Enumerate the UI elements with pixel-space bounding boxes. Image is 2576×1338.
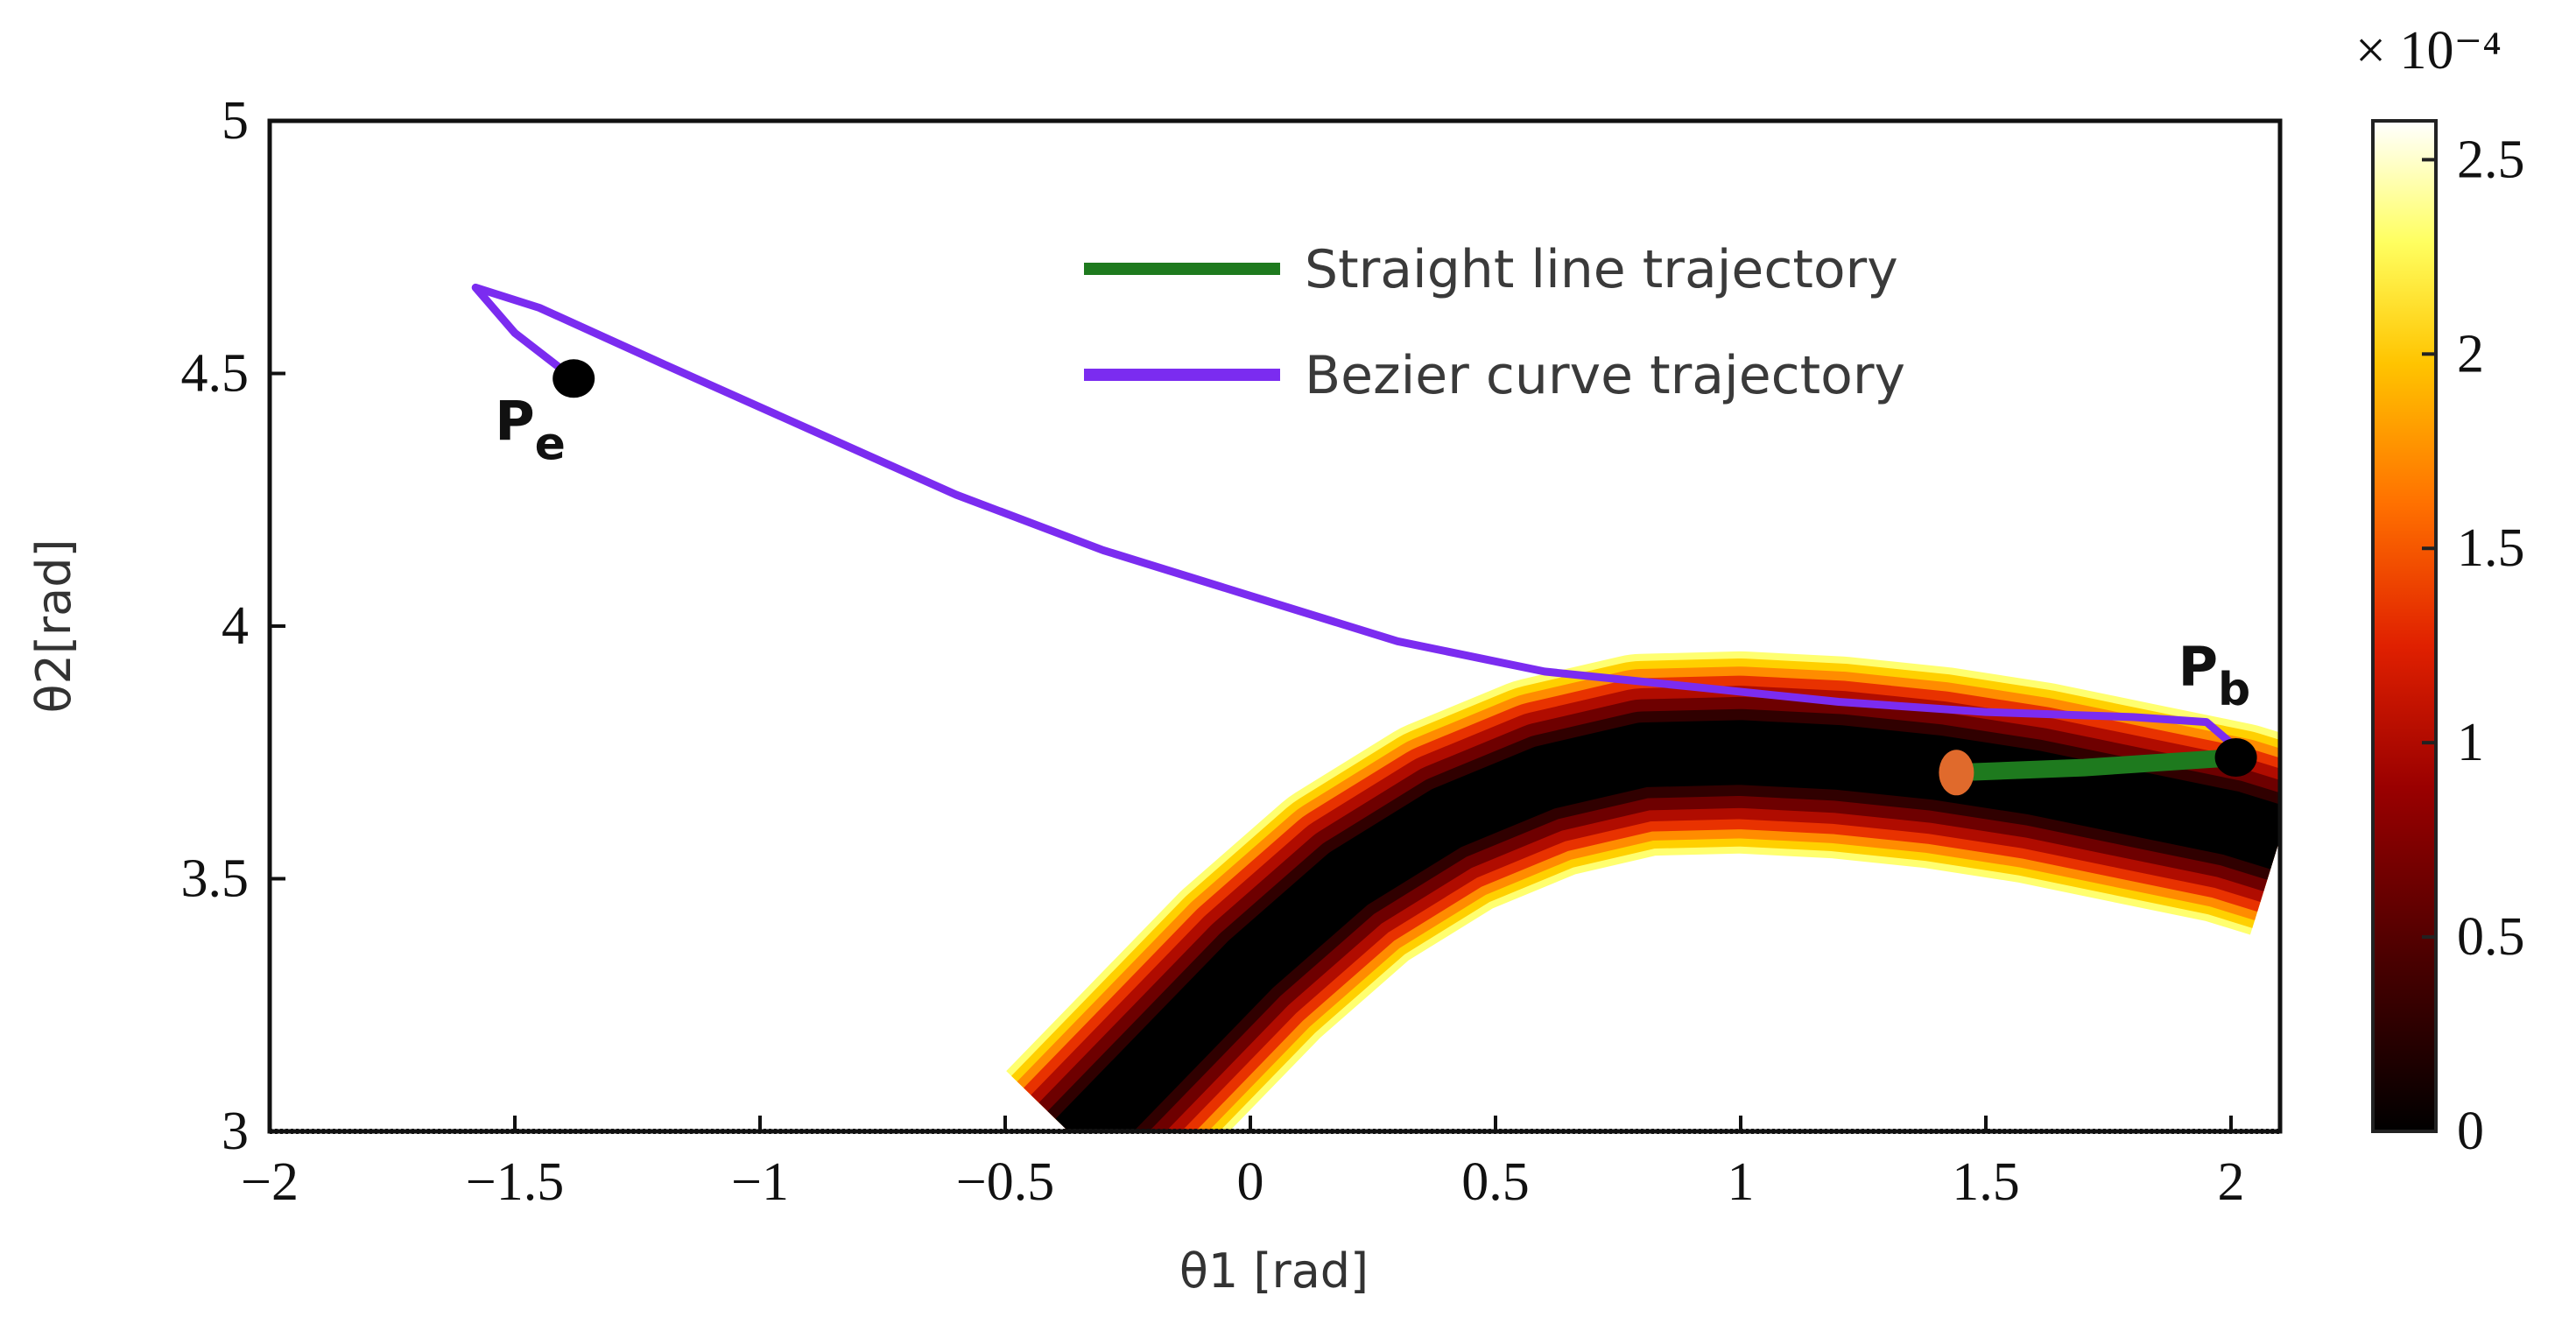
x-tick-label: 1.5 bbox=[1952, 1152, 2020, 1212]
legend: Straight line trajectory Bezier curve tr… bbox=[1084, 239, 1905, 406]
x-tick-label: −0.5 bbox=[956, 1152, 1054, 1212]
y-tick-label: 4.5 bbox=[181, 344, 250, 404]
y-tick-label: 4 bbox=[222, 596, 249, 656]
point-label-0: Pe bbox=[495, 389, 566, 470]
x-tick-label: −1 bbox=[731, 1152, 789, 1212]
y-axis-label: θ2[rad] bbox=[26, 539, 81, 713]
series-straight-line bbox=[1947, 749, 2245, 782]
colorbar-tick-label: 2 bbox=[2457, 324, 2484, 384]
colorbar-tick-label: 1.5 bbox=[2457, 518, 2525, 578]
x-tick-label: 2 bbox=[2218, 1152, 2245, 1212]
colorbar: 0 0.5 1 1.5 2 2.5 × 10⁻⁴ bbox=[2355, 21, 2525, 1161]
y-tick-label: 3 bbox=[222, 1102, 249, 1161]
y-tick-label: 5 bbox=[222, 91, 249, 151]
colorbar-tick-label: 0.5 bbox=[2457, 907, 2525, 967]
x-axis-label: θ1 [rad] bbox=[1179, 1243, 1369, 1299]
series-layer bbox=[471, 283, 2245, 782]
heatmap-valley bbox=[1006, 651, 2280, 1131]
series-bezier-curve bbox=[471, 283, 2241, 751]
x-tick-label: −2 bbox=[241, 1152, 299, 1212]
heatmap-band-7 bbox=[1055, 720, 2280, 1131]
x-axis-ticks: −2 −1.5 −1 −0.5 0 0.5 1 1.5 2 bbox=[241, 1116, 2245, 1212]
colorbar-ticks: 0 0.5 1 1.5 2 2.5 bbox=[2422, 130, 2525, 1161]
points-layer: Pe Pb bbox=[495, 359, 2257, 796]
x-tick-label: 0.5 bbox=[1461, 1152, 1530, 1212]
legend-label-bezier: Bezier curve trajectory bbox=[1305, 345, 1905, 406]
colorbar-tick-label: 0 bbox=[2457, 1102, 2484, 1161]
point-label-1: Pb bbox=[2178, 635, 2251, 716]
legend-label-straight: Straight line trajectory bbox=[1305, 239, 1898, 300]
x-tick-label: 1 bbox=[1728, 1152, 1755, 1212]
colorbar-tick-label: 1 bbox=[2457, 713, 2484, 772]
y-axis-ticks: 3 3.5 4 4.5 5 bbox=[181, 91, 285, 1161]
y-tick-label: 3.5 bbox=[181, 849, 250, 909]
colorbar-gradient bbox=[2371, 119, 2438, 1133]
point-marker-0 bbox=[553, 359, 595, 398]
colorbar-tick-label: 2.5 bbox=[2457, 130, 2525, 189]
x-tick-label: 0 bbox=[1237, 1152, 1264, 1212]
point-marker-2 bbox=[1939, 750, 1974, 796]
colorbar-exponent: × 10⁻⁴ bbox=[2355, 21, 2502, 81]
point-marker-1 bbox=[2214, 738, 2257, 777]
x-tick-label: −1.5 bbox=[466, 1152, 564, 1212]
